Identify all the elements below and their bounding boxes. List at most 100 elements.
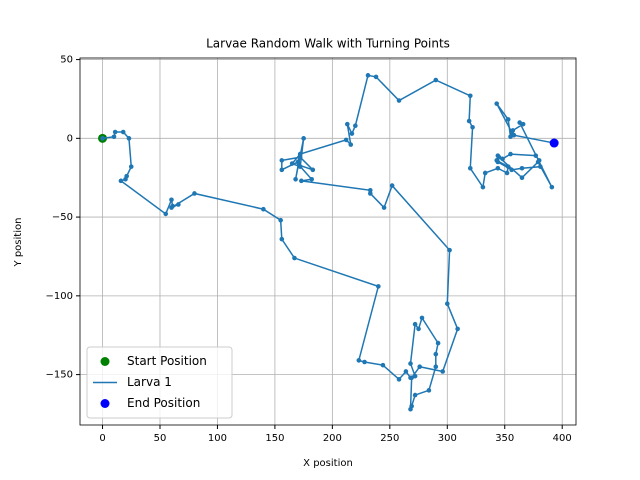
turning-point <box>100 136 105 141</box>
chart-title: Larvae Random Walk with Turning Points <box>206 37 450 51</box>
turning-point <box>467 93 473 99</box>
turning-point <box>549 184 555 190</box>
turning-point <box>455 326 460 332</box>
x-tick-label: 300 <box>438 433 457 444</box>
turning-point <box>310 167 316 173</box>
x-axis-label: X position <box>303 458 353 469</box>
x-tick-label: 250 <box>380 433 399 444</box>
turning-point <box>279 167 285 173</box>
turning-point <box>412 321 418 327</box>
turning-point <box>289 161 295 166</box>
y-tick-label: 50 <box>60 55 73 66</box>
turning-point <box>380 362 386 368</box>
turning-point <box>517 120 522 125</box>
legend: Start Position Larva 1 End Position <box>86 346 233 419</box>
turning-point <box>409 375 414 381</box>
turning-point <box>120 129 126 135</box>
turning-point <box>373 74 379 80</box>
turning-point <box>261 206 266 212</box>
turning-point <box>504 170 510 176</box>
turning-point <box>112 129 118 135</box>
turning-point <box>367 188 373 193</box>
turning-point <box>376 284 381 289</box>
x-tick-label: 400 <box>553 433 572 444</box>
turning-point <box>169 197 174 203</box>
turning-point <box>535 159 541 165</box>
turning-point <box>345 121 350 127</box>
turning-point <box>362 359 367 365</box>
turning-point <box>111 134 117 140</box>
turning-point <box>417 364 423 370</box>
turning-point <box>470 125 475 130</box>
legend-box <box>86 346 233 419</box>
legend-label: End Position <box>127 396 200 410</box>
turning-point <box>412 373 418 379</box>
turning-point <box>447 247 452 253</box>
turning-point <box>126 136 132 141</box>
turning-point <box>500 156 505 162</box>
y-tick-label: −50 <box>52 212 73 223</box>
turning-point <box>365 73 371 78</box>
turning-point <box>348 142 354 147</box>
turning-point <box>466 118 472 124</box>
legend-label: Larva 1 <box>127 375 172 389</box>
turning-point <box>520 121 526 127</box>
x-tick-label: 100 <box>208 433 227 444</box>
turning-point <box>403 369 409 374</box>
turning-point <box>480 184 486 190</box>
y-axis-label: Y position <box>13 218 24 268</box>
turning-point <box>494 101 500 106</box>
turning-point <box>293 176 298 182</box>
turning-point <box>433 364 439 370</box>
turning-point <box>509 129 514 135</box>
turning-point <box>433 351 439 357</box>
turning-point <box>128 164 134 169</box>
turning-point <box>440 369 445 374</box>
turning-point <box>169 205 174 210</box>
turning-point <box>396 377 402 382</box>
turning-point <box>412 392 418 398</box>
turning-point <box>279 158 285 163</box>
turning-point <box>533 153 539 158</box>
turning-point <box>467 165 473 171</box>
turning-point <box>343 137 349 143</box>
turning-point <box>509 167 514 173</box>
plot-frame <box>79 57 577 426</box>
turning-point <box>511 132 517 138</box>
turning-point <box>519 175 525 181</box>
turning-point <box>192 191 197 196</box>
turning-point <box>381 205 387 210</box>
y-tick-label: −150 <box>46 370 73 381</box>
legend-label: Start Position <box>127 354 207 368</box>
turning-point <box>416 326 421 332</box>
turning-point <box>353 123 358 129</box>
turning-point <box>508 151 513 157</box>
turning-point <box>435 340 441 346</box>
turning-point <box>163 211 169 217</box>
turning-point <box>538 164 543 169</box>
turning-point <box>292 255 297 261</box>
x-tick-label: 0 <box>99 433 105 444</box>
turning-point <box>444 301 450 307</box>
x-tick-label: 150 <box>265 433 284 444</box>
turning-point <box>482 170 488 176</box>
turning-point <box>295 159 301 165</box>
turning-point <box>495 159 501 165</box>
turning-point <box>123 176 128 182</box>
turning-point <box>176 202 181 207</box>
turning-point <box>297 151 303 157</box>
x-tick-label: 200 <box>323 433 342 444</box>
turning-point <box>356 358 362 363</box>
y-tick-label: 0 <box>67 133 73 144</box>
legend-marker <box>100 357 110 366</box>
turning-point <box>408 361 413 366</box>
turning-point <box>349 131 355 136</box>
turning-point <box>278 217 283 223</box>
turning-point <box>309 176 314 182</box>
turning-point <box>389 183 395 188</box>
turning-point <box>297 154 303 160</box>
turning-point <box>301 136 306 141</box>
turning-point <box>297 164 303 169</box>
position-marker <box>549 138 559 148</box>
